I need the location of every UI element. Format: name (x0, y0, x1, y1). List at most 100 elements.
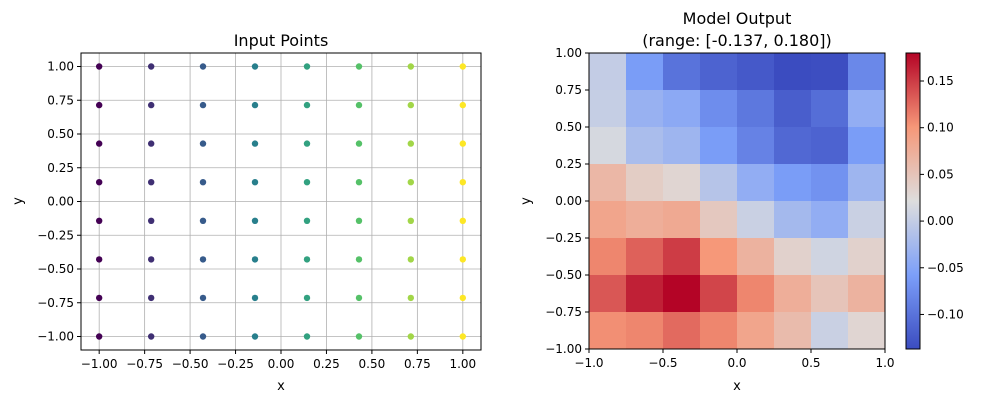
heatmap-cell (626, 238, 664, 276)
heatmap-cell (848, 127, 886, 165)
data-point (407, 178, 415, 186)
colorbar-tick-label: −0.10 (927, 307, 964, 321)
heatmap-cell (811, 53, 849, 91)
x-tick-label: 0.00 (268, 357, 295, 371)
heatmap-cell (848, 201, 886, 239)
left-y-axis-label: y (11, 197, 26, 205)
data-point (459, 217, 467, 225)
y-tick-label: −0.75 (37, 296, 74, 310)
data-point (459, 333, 467, 340)
right-x-axis-label: x (733, 379, 741, 394)
x-tick-label: 0.25 (313, 357, 340, 371)
data-point (407, 256, 415, 263)
colorbar-tick-label: 0.10 (927, 121, 954, 135)
data-point (147, 63, 155, 70)
data-point (303, 101, 311, 109)
data-point (251, 256, 259, 263)
heatmap-cell (811, 127, 849, 165)
heatmap-cell (626, 201, 664, 239)
data-point (303, 178, 311, 186)
x-tick-label: 1.0 (875, 356, 894, 370)
heatmap-cell (700, 164, 738, 202)
heatmap-cell (626, 90, 664, 128)
y-tick-label: −1.00 (37, 330, 74, 344)
heatmap-cell (811, 201, 849, 239)
data-point (147, 217, 155, 225)
heatmap-cell (774, 201, 812, 239)
data-point (407, 140, 415, 147)
x-tick-label: −1.0 (574, 356, 603, 370)
y-tick-label: 1.00 (47, 60, 74, 74)
data-point (355, 101, 363, 109)
heatmap-cell (700, 90, 738, 128)
heatmap-cell (589, 201, 627, 239)
x-tick-label: 0.5 (801, 356, 820, 370)
data-point (199, 178, 207, 186)
data-point (303, 63, 311, 70)
data-point (251, 140, 259, 147)
data-point (459, 101, 467, 109)
heatmap-cell (774, 275, 812, 313)
heatmap-cell (626, 127, 664, 165)
data-point (199, 294, 207, 302)
data-point (459, 63, 467, 70)
heatmap-cell (663, 275, 701, 313)
data-point (147, 256, 155, 263)
data-point (95, 101, 103, 109)
heatmap-cell (700, 127, 738, 165)
data-point (199, 63, 207, 70)
x-tick-label: −0.25 (217, 357, 254, 371)
data-point (459, 140, 467, 147)
heatmap-cell (848, 275, 886, 313)
y-tick-label: 0.00 (47, 195, 74, 209)
data-point (147, 178, 155, 186)
heatmap-cell (774, 53, 812, 91)
y-tick-label: −0.25 (37, 228, 74, 242)
heatmap-cell (737, 90, 775, 128)
heatmap-cell (589, 164, 627, 202)
data-point (95, 178, 103, 186)
data-point (407, 294, 415, 302)
heatmap-cell (737, 238, 775, 276)
data-point (95, 294, 103, 302)
colorbar-tick-label: 0.15 (927, 74, 954, 88)
model-output-panel: Model Output (range: [-0.137, 0.180]) x … (519, 9, 895, 394)
heatmap-cell (811, 238, 849, 276)
heatmap-cell (737, 127, 775, 165)
heatmap-cell (700, 312, 738, 350)
heatmap-cell (737, 275, 775, 313)
y-tick-label: 1.00 (555, 46, 582, 60)
data-point (355, 178, 363, 186)
data-point (95, 333, 103, 340)
data-point (251, 101, 259, 109)
heatmap-cell (663, 238, 701, 276)
heatmap-cell (663, 312, 701, 350)
x-tick-label: 0.0 (727, 356, 746, 370)
heatmap-cell (811, 275, 849, 313)
heatmap-cell (589, 238, 627, 276)
x-tick-label: −0.75 (126, 357, 163, 371)
right-chart-subtitle: (range: [-0.137, 0.180]) (642, 31, 832, 50)
heatmap-cell (774, 90, 812, 128)
heatmap-cell (811, 164, 849, 202)
heatmap-cell (626, 312, 664, 350)
data-point (355, 140, 363, 147)
heatmap-cell (663, 90, 701, 128)
heatmap-cell (589, 53, 627, 91)
data-point (303, 256, 311, 263)
heatmap-cell (737, 201, 775, 239)
y-tick-label: −0.25 (545, 231, 582, 245)
data-point (459, 178, 467, 186)
colorbar-bar (905, 52, 921, 350)
y-tick-label: 0.00 (555, 194, 582, 208)
heatmap-cell (700, 201, 738, 239)
data-point (407, 333, 415, 340)
data-point (199, 101, 207, 109)
data-point (199, 333, 207, 340)
heatmap-cell (737, 53, 775, 91)
heatmap-cell (848, 238, 886, 276)
heatmap-cell (774, 312, 812, 350)
heatmap-cell (700, 238, 738, 276)
data-point (251, 217, 259, 225)
